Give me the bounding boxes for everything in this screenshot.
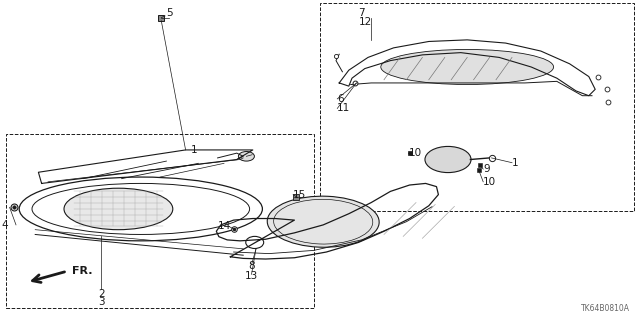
Text: 15: 15 bbox=[293, 189, 307, 200]
Text: FR.: FR. bbox=[72, 266, 92, 276]
Ellipse shape bbox=[425, 146, 471, 173]
Text: 7: 7 bbox=[358, 8, 365, 18]
Text: 10: 10 bbox=[408, 148, 422, 158]
Text: 2: 2 bbox=[98, 289, 104, 299]
Text: 1: 1 bbox=[191, 145, 197, 155]
Text: 8: 8 bbox=[248, 261, 255, 271]
Text: 5: 5 bbox=[166, 8, 173, 18]
Text: TK64B0810A: TK64B0810A bbox=[581, 304, 630, 313]
Text: 9: 9 bbox=[483, 164, 490, 174]
Ellipse shape bbox=[64, 188, 173, 230]
Text: 3: 3 bbox=[98, 297, 104, 307]
Text: 13: 13 bbox=[245, 271, 258, 281]
Bar bbox=[6, 134, 314, 308]
Text: 10: 10 bbox=[483, 177, 497, 187]
Text: 11: 11 bbox=[337, 103, 351, 114]
Ellipse shape bbox=[381, 49, 554, 85]
Text: 1: 1 bbox=[512, 158, 518, 168]
Text: 14: 14 bbox=[218, 221, 231, 232]
Text: 6: 6 bbox=[337, 94, 344, 104]
Ellipse shape bbox=[268, 196, 379, 247]
Bar bbox=[320, 3, 634, 211]
Text: 4: 4 bbox=[1, 220, 8, 230]
Text: 12: 12 bbox=[358, 17, 372, 27]
Ellipse shape bbox=[238, 152, 255, 161]
